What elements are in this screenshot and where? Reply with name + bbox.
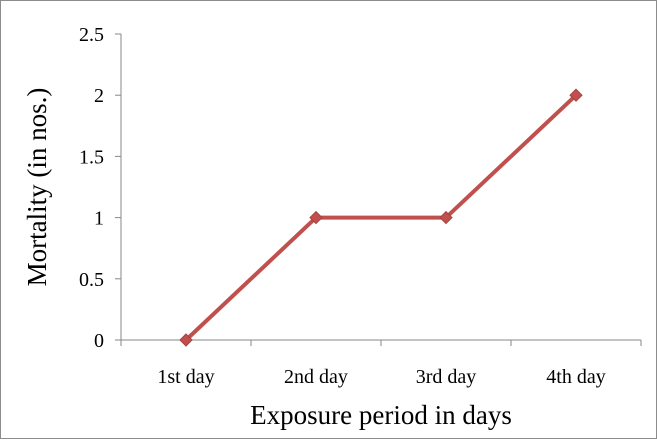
x-tick-label: 1st day (157, 366, 214, 388)
data-point-marker (439, 210, 453, 225)
y-tick-label: 1.5 (79, 146, 104, 168)
series-line (184, 93, 578, 342)
data-point-marker (569, 88, 583, 102)
x-tick-label: 2nd day (284, 366, 348, 388)
x-tick-label: 3rd day (416, 366, 477, 388)
y-tick-label: 0 (94, 330, 104, 352)
series-area (179, 88, 583, 347)
y-tick-label: 2 (94, 85, 104, 107)
y-tick-label: 1 (94, 208, 104, 230)
x-axis-title: Exposure period in days (250, 400, 512, 430)
y-tick-label: 0.5 (79, 269, 104, 291)
data-point-marker (309, 210, 323, 225)
data-point-marker (179, 333, 193, 347)
y-tick-label: 2.5 (79, 24, 104, 46)
x-axis: 1st day 2nd day 3rd day 4th day (120, 339, 642, 388)
y-axis: 0 0.5 1 1.5 2 2.5 (79, 24, 122, 352)
y-axis-title: Mortality (in nos.) (22, 88, 52, 287)
x-tick-label: 4th day (546, 366, 605, 388)
